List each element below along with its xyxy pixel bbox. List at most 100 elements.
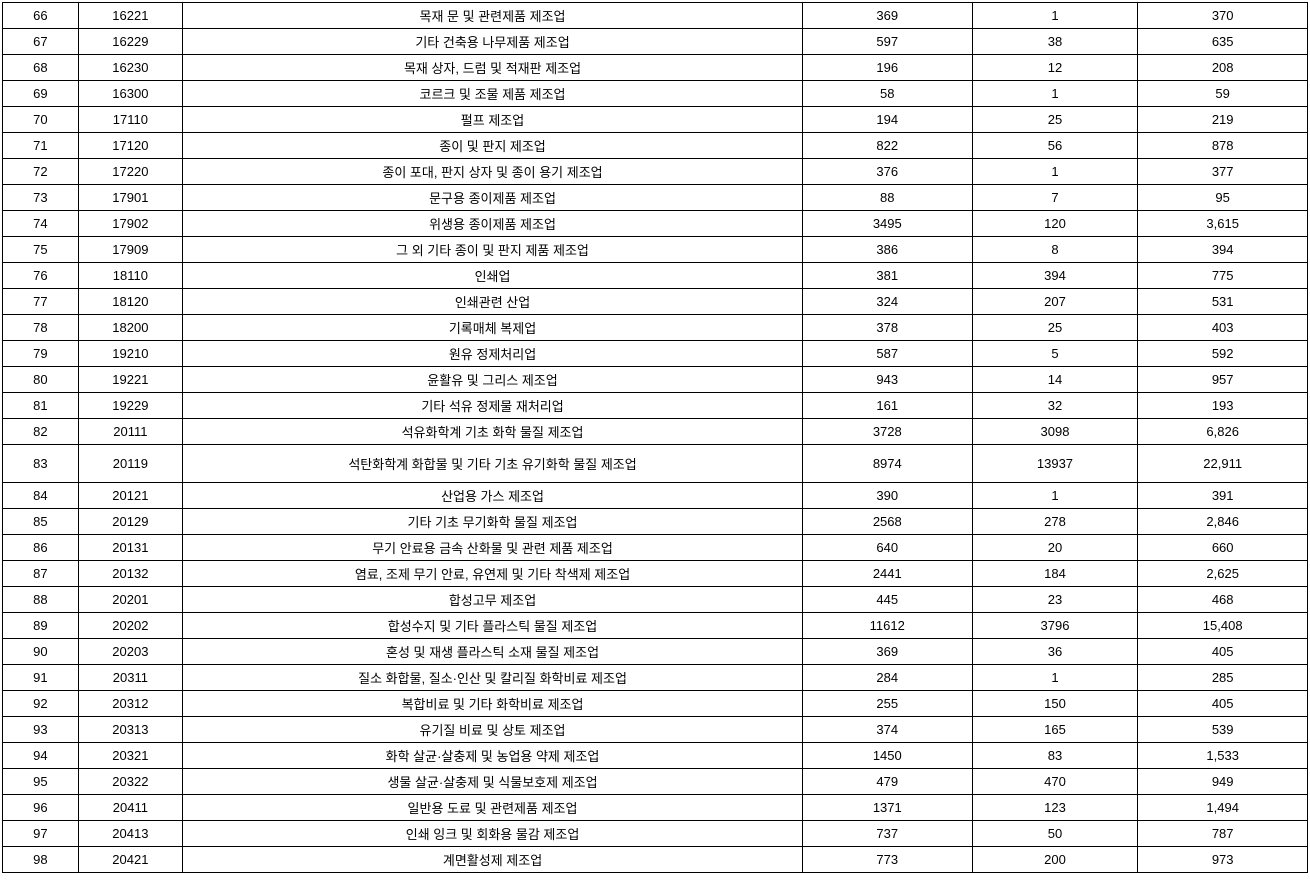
cell-value3: 6,826 <box>1138 419 1308 445</box>
cell-value2: 8 <box>972 237 1138 263</box>
cell-name: 기록매체 복제업 <box>183 315 803 341</box>
cell-index: 79 <box>3 341 79 367</box>
cell-index: 71 <box>3 133 79 159</box>
cell-value3: 957 <box>1138 367 1308 393</box>
cell-code: 20322 <box>78 769 182 795</box>
cell-code: 17110 <box>78 107 182 133</box>
cell-name: 석탄화학계 화합물 및 기타 기초 유기화학 물질 제조업 <box>183 445 803 483</box>
cell-code: 17120 <box>78 133 182 159</box>
cell-value2: 3098 <box>972 419 1138 445</box>
cell-name: 위생용 종이제품 제조업 <box>183 211 803 237</box>
cell-value3: 635 <box>1138 29 1308 55</box>
table-row: 9620411일반용 도료 및 관련제품 제조업13711231,494 <box>3 795 1308 821</box>
cell-code: 20121 <box>78 483 182 509</box>
cell-code: 20313 <box>78 717 182 743</box>
cell-value1: 3728 <box>802 419 972 445</box>
cell-index: 74 <box>3 211 79 237</box>
cell-value1: 1450 <box>802 743 972 769</box>
cell-value2: 1 <box>972 3 1138 29</box>
cell-value1: 587 <box>802 341 972 367</box>
table-row: 8520129기타 기초 무기화학 물질 제조업25682782,846 <box>3 509 1308 535</box>
cell-value2: 1 <box>972 159 1138 185</box>
cell-value1: 943 <box>802 367 972 393</box>
cell-value3: 660 <box>1138 535 1308 561</box>
cell-code: 20111 <box>78 419 182 445</box>
cell-value1: 255 <box>802 691 972 717</box>
cell-code: 18200 <box>78 315 182 341</box>
cell-index: 87 <box>3 561 79 587</box>
cell-value3: 208 <box>1138 55 1308 81</box>
table-row: 8119229기타 석유 정제물 재처리업16132193 <box>3 393 1308 419</box>
table-row: 6716229기타 건축용 나무제품 제조업59738635 <box>3 29 1308 55</box>
table-row: 7517909그 외 기타 종이 및 판지 제품 제조업3868394 <box>3 237 1308 263</box>
cell-code: 16300 <box>78 81 182 107</box>
cell-value2: 1 <box>972 665 1138 691</box>
cell-index: 70 <box>3 107 79 133</box>
cell-value2: 3796 <box>972 613 1138 639</box>
cell-value1: 284 <box>802 665 972 691</box>
table-row: 9720413인쇄 잉크 및 회화용 물감 제조업73750787 <box>3 821 1308 847</box>
cell-index: 73 <box>3 185 79 211</box>
cell-value3: 3,615 <box>1138 211 1308 237</box>
cell-index: 94 <box>3 743 79 769</box>
cell-value3: 15,408 <box>1138 613 1308 639</box>
cell-value2: 23 <box>972 587 1138 613</box>
cell-name: 무기 안료용 금속 산화물 및 관련 제품 제조업 <box>183 535 803 561</box>
cell-value1: 386 <box>802 237 972 263</box>
table-row: 7217220종이 포대, 판지 상자 및 종이 용기 제조업3761377 <box>3 159 1308 185</box>
cell-name: 목재 문 및 관련제품 제조업 <box>183 3 803 29</box>
cell-name: 코르크 및 조물 제품 제조업 <box>183 81 803 107</box>
cell-value2: 50 <box>972 821 1138 847</box>
cell-index: 84 <box>3 483 79 509</box>
cell-value2: 120 <box>972 211 1138 237</box>
table-row: 9320313유기질 비료 및 상토 제조업374165539 <box>3 717 1308 743</box>
table-row: 7317901문구용 종이제품 제조업88795 <box>3 185 1308 211</box>
cell-name: 질소 화합물, 질소·인산 및 칼리질 화학비료 제조업 <box>183 665 803 691</box>
cell-index: 78 <box>3 315 79 341</box>
cell-value1: 88 <box>802 185 972 211</box>
cell-code: 19221 <box>78 367 182 393</box>
cell-index: 80 <box>3 367 79 393</box>
table-row: 7117120종이 및 판지 제조업82256878 <box>3 133 1308 159</box>
cell-index: 82 <box>3 419 79 445</box>
cell-index: 77 <box>3 289 79 315</box>
cell-code: 19210 <box>78 341 182 367</box>
cell-code: 18120 <box>78 289 182 315</box>
cell-value2: 7 <box>972 185 1138 211</box>
cell-code: 20312 <box>78 691 182 717</box>
table-row: 9820421계면활성제 제조업773200973 <box>3 847 1308 873</box>
cell-value1: 196 <box>802 55 972 81</box>
cell-name: 기타 건축용 나무제품 제조업 <box>183 29 803 55</box>
table-body: 6616221목재 문 및 관련제품 제조업36913706716229기타 건… <box>3 3 1308 873</box>
cell-value1: 194 <box>802 107 972 133</box>
table-row: 7919210원유 정제처리업5875592 <box>3 341 1308 367</box>
cell-value1: 390 <box>802 483 972 509</box>
cell-value2: 165 <box>972 717 1138 743</box>
cell-name: 원유 정제처리업 <box>183 341 803 367</box>
cell-index: 95 <box>3 769 79 795</box>
cell-name: 인쇄업 <box>183 263 803 289</box>
cell-code: 18110 <box>78 263 182 289</box>
cell-code: 20119 <box>78 445 182 483</box>
industry-data-table: 6616221목재 문 및 관련제품 제조업36913706716229기타 건… <box>2 2 1308 873</box>
cell-index: 69 <box>3 81 79 107</box>
cell-code: 20201 <box>78 587 182 613</box>
table-row: 7417902위생용 종이제품 제조업34951203,615 <box>3 211 1308 237</box>
cell-value3: 377 <box>1138 159 1308 185</box>
cell-value1: 773 <box>802 847 972 873</box>
cell-index: 93 <box>3 717 79 743</box>
cell-value1: 11612 <box>802 613 972 639</box>
cell-value3: 775 <box>1138 263 1308 289</box>
cell-value3: 193 <box>1138 393 1308 419</box>
cell-name: 혼성 및 재생 플라스틱 소재 물질 제조업 <box>183 639 803 665</box>
cell-index: 81 <box>3 393 79 419</box>
cell-name: 인쇄 잉크 및 회화용 물감 제조업 <box>183 821 803 847</box>
cell-value2: 184 <box>972 561 1138 587</box>
cell-value2: 470 <box>972 769 1138 795</box>
cell-value1: 376 <box>802 159 972 185</box>
cell-name: 복합비료 및 기타 화학비료 제조업 <box>183 691 803 717</box>
cell-name: 기타 석유 정제물 재처리업 <box>183 393 803 419</box>
cell-code: 19229 <box>78 393 182 419</box>
cell-code: 17902 <box>78 211 182 237</box>
cell-name: 석유화학계 기초 화학 물질 제조업 <box>183 419 803 445</box>
